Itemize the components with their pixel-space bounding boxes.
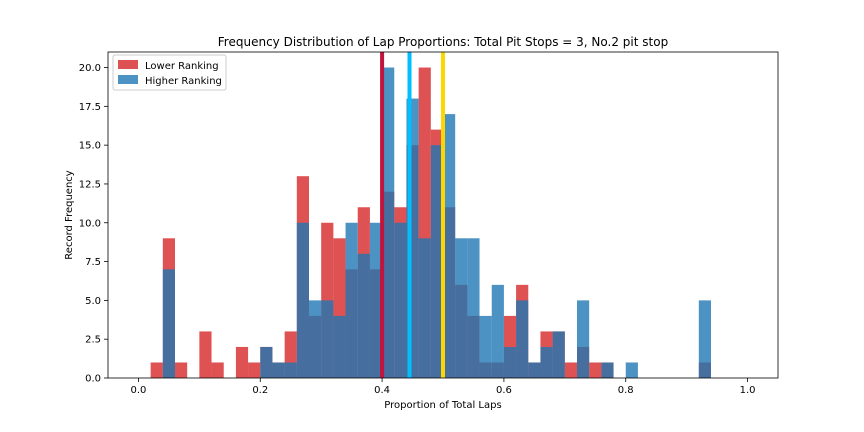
y-tick-label: 20.0 [79,63,101,74]
legend-label-higher-ranking: Higher Ranking [145,76,222,87]
plot-area: 0.0 0.2 0.4 0.6 0.8 1.0 0.0 2.5 5.0 7.5 10.0 12.5 15… [79,51,779,396]
y-axis-label: Record Frequency [64,170,75,259]
histogram-bar [382,67,395,379]
histogram-bar [260,346,273,378]
histogram-bar [248,362,261,378]
histogram-bar [321,300,334,378]
histogram-bar [528,362,541,378]
histogram-bar [589,362,602,378]
y-tick-label: 0.0 [85,374,101,385]
histogram-bar [162,269,175,378]
chart-title: Frequency Distribution of Lap Proportion… [218,35,668,49]
histogram-bar [418,238,431,378]
histogram-bar [577,300,590,378]
histogram-bar [235,346,249,378]
histogram-bar [345,222,358,378]
histogram-bar [601,362,614,378]
legend-label-lower-ranking: Lower Ranking [145,61,219,72]
y-tick-label: 2.5 [85,335,101,346]
histogram-bar [309,300,322,378]
histogram-bar [455,238,468,378]
histogram-bar [369,222,383,378]
y-tick-label: 17.5 [79,102,101,113]
plot-frame [107,51,779,379]
legend-frame [112,54,227,91]
x-tick-label: 0.8 [618,385,634,396]
legend-swatch-lower-ranking [118,60,138,69]
x-tick-label: 0.6 [496,385,512,396]
x-tick-label: 1.0 [740,385,756,396]
histogram-bar [199,331,212,378]
y-tick-label: 7.5 [85,257,101,268]
histogram-bar [150,362,163,378]
x-tick-label: 0.2 [252,385,268,396]
histogram-bar [284,362,297,378]
histogram-bar [175,362,188,378]
y-tick-label: 12.5 [79,179,101,190]
series-higher-ranking [162,67,711,379]
histogram-bar [564,362,577,378]
histogram-bar [552,331,565,378]
histogram-bar [479,315,492,378]
histogram-bar [430,145,443,378]
legend: Lower Ranking Higher Ranking [112,54,227,91]
histogram-bar [625,362,638,378]
y-tick-label: 10.0 [79,218,101,229]
histogram-bar [540,346,553,378]
x-axis-label: Proportion of Total Laps [384,400,501,411]
histogram-bar [491,284,504,378]
histogram-bar [272,362,285,378]
y-tick-label: 15.0 [79,141,101,152]
histogram-bar [698,300,711,378]
x-tick-label: 0.4 [374,385,390,396]
histogram-bar [394,222,407,378]
legend-swatch-higher-ranking [118,75,138,84]
y-tick-label: 5.0 [85,296,101,307]
histogram-bar [467,238,480,378]
histogram-bar [443,114,456,378]
histogram-bar [211,362,224,378]
histogram-bar [357,253,370,378]
histogram-bar [516,300,529,378]
x-tick-label: 0.0 [131,385,147,396]
histogram-bar [503,346,517,378]
histogram-bar [296,222,309,378]
histogram-bar [333,315,346,378]
